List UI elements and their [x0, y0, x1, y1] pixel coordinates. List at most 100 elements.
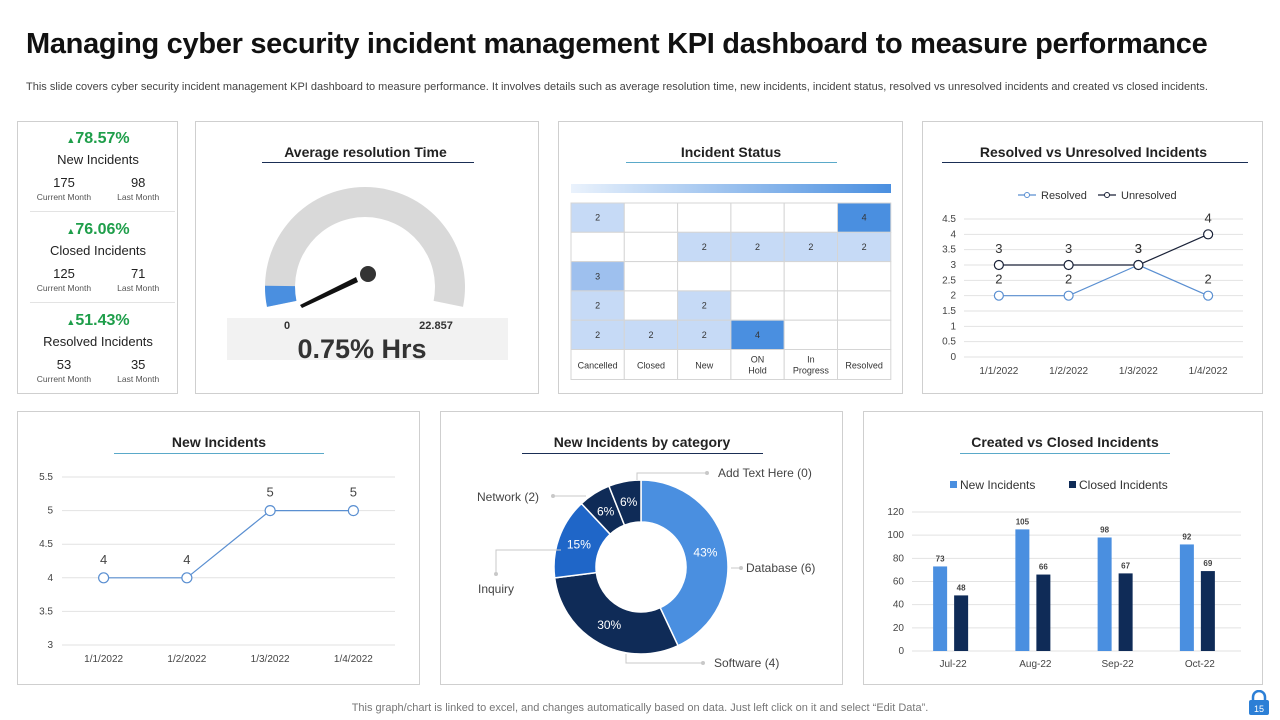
status-column-label: New [695, 361, 714, 371]
status-cell-value: 2 [808, 242, 813, 252]
status-column-header-cell [677, 349, 732, 380]
status-cell [623, 290, 679, 321]
status-cell [623, 319, 679, 350]
data-label: 4 [1205, 210, 1212, 225]
legend-swatch [1069, 481, 1076, 488]
donut-slice [553, 571, 680, 655]
series-line [998, 264, 1209, 297]
kpi-current-value: 125 [53, 266, 75, 281]
kpi-last-value: 35 [130, 357, 146, 372]
slice-category-label: Network (2) [477, 490, 539, 504]
y-tick-label: 4 [950, 229, 956, 240]
status-cell-value: 2 [595, 301, 600, 311]
status-column-header-cell [730, 349, 785, 380]
status-cell-value: 2 [595, 330, 600, 340]
leader-line [636, 472, 707, 480]
status-header-bar [571, 184, 891, 193]
status-cell [783, 202, 838, 233]
status-column-label: Cancelled [578, 361, 618, 371]
status-cell-value: 2 [702, 301, 707, 311]
status-cell-value: 2 [862, 242, 867, 252]
slice-percent-label: 43% [693, 546, 717, 560]
bar-value-label: 67 [1121, 561, 1130, 570]
status-column-label: In [807, 355, 815, 365]
leader-line [625, 654, 703, 664]
status-cell [837, 261, 892, 292]
legend-swatch [950, 481, 957, 488]
x-tick-label: Jul-22 [940, 659, 968, 670]
gauge-fill [265, 285, 297, 307]
x-tick-label: 1/1/2022 [979, 366, 1018, 377]
panel-title: New Incidents [171, 434, 267, 450]
x-tick-label: 1/4/2022 [1189, 366, 1228, 377]
bar-value-label: 98 [1100, 525, 1109, 534]
status-column-header-cell [570, 349, 625, 380]
status-cell [783, 261, 838, 292]
y-tick-label: 3 [950, 260, 956, 271]
bar [1179, 544, 1194, 651]
x-tick-label: 1/2/2022 [1049, 366, 1088, 377]
panel-title: Resolved vs Unresolved Incidents [979, 144, 1208, 160]
slice-percent-label: 15% [567, 538, 591, 552]
status-cell [677, 261, 732, 292]
new-incidents-chart: 3 3.5 4 4.5 5 5.5 1/1/2022 1/2/2022 1/3/2022 1/4/… [39, 472, 395, 665]
data-point [1063, 259, 1074, 271]
x-tick-label: 1/2/2022 [167, 654, 206, 665]
data-label: 3 [995, 241, 1002, 256]
status-cell [730, 290, 785, 321]
status-column-label: Progress [793, 366, 830, 376]
y-tick-label: 3 [47, 640, 53, 651]
status-column-header-cell [623, 349, 679, 380]
slice-category-label: Software (4) [714, 656, 779, 670]
kpi-current-caption: Current Month [36, 374, 92, 384]
x-tick-label: Aug-22 [1019, 659, 1052, 670]
legend-label: Closed Incidents [1079, 478, 1168, 492]
status-column-header-cell [837, 349, 892, 380]
y-tick-label: 2.5 [942, 275, 956, 286]
kpi-label: Closed Incidents [49, 243, 147, 258]
y-tick-label: 3.5 [39, 606, 53, 617]
legend-label: Resolved [1041, 190, 1087, 202]
status-cell-value: 2 [595, 213, 600, 223]
incident-status-panel: Incident Status 2 4 2 2 2 2 3 2 2 2 2 2 4 Cancelled Cl… [558, 121, 903, 394]
title-underline [942, 162, 1248, 163]
x-tick-label: 1/3/2022 [1119, 366, 1158, 377]
y-tick-label: 4 [47, 573, 53, 584]
kpi-last-caption: Last Month [117, 374, 160, 384]
incidents-by-category-panel: New Incidents by category 43% 30% 15% 6% 6% D… [440, 411, 843, 685]
kpi-closed-incidents: ▲76.06% Closed Incidents 125 Current Mont… [18, 221, 178, 293]
bar [1200, 571, 1215, 651]
bar [1015, 529, 1030, 651]
leader-dot [705, 471, 709, 475]
title-underline [960, 453, 1170, 454]
kpi-last-value: 98 [130, 175, 146, 190]
y-tick-label: 3.5 [942, 245, 956, 256]
donut-slice [607, 479, 642, 527]
bar-value-label: 48 [957, 583, 966, 592]
gauge-chart: 0 22.857 0.75% Hrs [227, 186, 508, 364]
status-column-label: Hold [748, 366, 767, 376]
incidents-by-category-chart: 43% 30% 15% 6% 6% Database (6) Software (4) Inq… [477, 466, 815, 670]
status-cell [623, 231, 679, 263]
page-subtitle: This slide covers cyber security inciden… [26, 81, 1208, 93]
status-cell [837, 319, 892, 350]
data-label: 2 [1065, 272, 1072, 287]
arrow-up-icon: ▲ [66, 135, 76, 145]
legend-marker [1104, 192, 1110, 198]
y-tick-label: 80 [893, 553, 905, 564]
bar [1118, 573, 1133, 651]
gauge-max-label: 22.857 [419, 320, 453, 332]
status-cell [677, 202, 732, 233]
new-incidents-panel: New Incidents 3 3.5 4 4.5 5 5.5 1/1/2022 1/2/20… [17, 411, 420, 685]
slice-category-label: Add Text Here (0) [718, 466, 812, 480]
status-column-label: Resolved [845, 361, 883, 371]
bar-value-label: 92 [1182, 532, 1191, 541]
resolved-vs-unresolved-panel: Resolved vs Unresolved Incidents 0 0.5 1 1.… [922, 121, 1263, 394]
status-cell [837, 202, 892, 233]
title-underline [114, 453, 324, 454]
status-cell-value: 2 [755, 242, 760, 252]
series-line [998, 233, 1209, 266]
y-tick-label: 4.5 [39, 539, 53, 550]
kpi-current-value: 53 [56, 357, 72, 372]
